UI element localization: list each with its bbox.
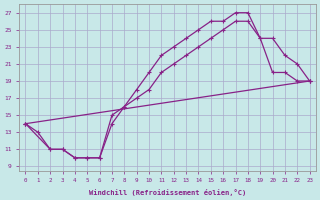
X-axis label: Windchill (Refroidissement éolien,°C): Windchill (Refroidissement éolien,°C)	[89, 189, 246, 196]
